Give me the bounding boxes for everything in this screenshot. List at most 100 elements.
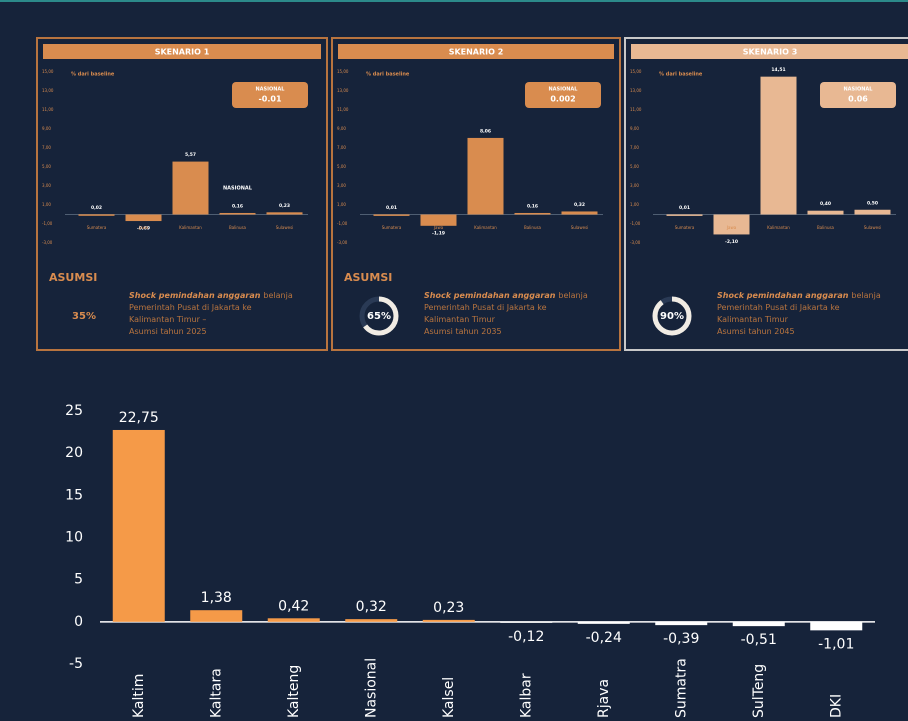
panel-header — [43, 44, 321, 59]
badge — [525, 82, 601, 108]
bar — [422, 619, 475, 622]
value-label: 0,16 — [232, 203, 243, 209]
y-tick-label: 5,00 — [337, 164, 346, 169]
panel-frame — [624, 37, 908, 351]
bar — [125, 214, 162, 222]
y-tick-label: 5 — [74, 572, 83, 588]
panel-title: SKENARIO 2 — [449, 48, 504, 57]
y-tick-label: 3,00 — [337, 183, 346, 188]
category-label: Balinusa — [817, 225, 835, 230]
bar — [732, 621, 785, 627]
badge-label: NASIONAL — [843, 87, 873, 93]
bar — [854, 209, 891, 215]
y-tick-label: 7,00 — [630, 145, 639, 150]
bar — [112, 429, 165, 622]
value-label: -0,69 — [137, 226, 150, 232]
note-line: Shock pemindahan anggaran belanja — [717, 290, 907, 302]
note-text: belanja — [851, 291, 881, 300]
note-line: Pemerintah Pusat di Jakarta ke — [717, 303, 840, 312]
y-tick-label: -3,00 — [630, 240, 641, 245]
y-axis-label: % dari baseline — [71, 72, 115, 78]
value-label: 0,32 — [356, 599, 387, 615]
y-tick-label: 3,00 — [630, 183, 639, 188]
y-tick-label: 10 — [65, 530, 83, 546]
scenario-note: Shock pemindahan anggaran belanja Pemerint… — [129, 290, 319, 338]
bar — [467, 137, 504, 215]
x-tick-label: DKI — [828, 694, 844, 718]
note-text: belanja — [558, 291, 588, 300]
x-tick-label: Sumatra — [673, 658, 689, 718]
x-tick-label: Rjava — [596, 679, 612, 718]
x-tick-label: Kaltara — [208, 668, 224, 718]
bar — [760, 76, 797, 215]
y-tick-label: 15,00 — [337, 69, 349, 74]
bar — [810, 621, 863, 631]
y-tick-label: 11,00 — [337, 107, 349, 112]
value-label: 0,16 — [527, 203, 538, 209]
note-text: belanja — [263, 291, 293, 300]
value-label: 0,50 — [867, 200, 878, 206]
gauge-arc — [652, 296, 692, 336]
bar — [655, 621, 708, 626]
assumption-heading: ASUMSI — [49, 271, 97, 284]
y-axis-label: % dari baseline — [366, 72, 410, 78]
category-label: Sumatera — [382, 225, 402, 230]
value-label: 0,42 — [278, 598, 309, 614]
category-label: Kalimantan — [767, 225, 790, 230]
y-tick-label: 13,00 — [630, 88, 642, 93]
x-tick-label: Kaltim — [131, 674, 147, 718]
value-label: 0,23 — [433, 600, 464, 616]
y-tick-label: 7,00 — [42, 145, 51, 150]
value-label: 8,06 — [480, 128, 491, 134]
y-tick-label: 7,00 — [337, 145, 346, 150]
assumption-value: 65% — [367, 311, 391, 322]
note-line: Shock pemindahan anggaran belanja — [129, 290, 319, 302]
category-label: Sumatera — [675, 225, 695, 230]
panel-title: SKENARIO 1 — [155, 48, 210, 57]
y-tick-label: -3,00 — [42, 240, 53, 245]
bar — [577, 621, 630, 624]
category-label: Balinusa — [524, 225, 542, 230]
note-line: Kalimantan Timur — [717, 315, 788, 324]
bar — [345, 619, 398, 622]
x-tick-label: Nasional — [363, 658, 379, 718]
bar — [514, 212, 551, 215]
note-line: Asumsi tahun 2045 — [717, 327, 795, 336]
value-label: 0,23 — [279, 203, 290, 209]
category-label: Sumatera — [87, 225, 107, 230]
assumption-heading: ASUMSI — [344, 271, 392, 284]
x-tick-label: SulTeng — [751, 664, 767, 718]
value-label: -1,19 — [432, 230, 445, 236]
value-label: -2,10 — [725, 239, 738, 245]
panel-frame — [36, 37, 328, 351]
value-label: 0,01 — [386, 205, 397, 211]
x-tick-label: Kalteng — [286, 665, 302, 718]
bar — [373, 214, 410, 216]
y-tick-label: 20 — [65, 445, 83, 461]
note-line: Kalimantan Timur – — [129, 315, 207, 324]
badge — [820, 82, 896, 108]
category-label: Jawa — [726, 225, 737, 230]
category-label: Sulawesi — [864, 225, 882, 230]
y-tick-label: 1,00 — [630, 202, 639, 207]
badge-value: 0.06 — [848, 95, 868, 104]
badge — [232, 82, 308, 108]
y-tick-label: 1,00 — [42, 202, 51, 207]
y-tick-label: 0 — [74, 614, 83, 630]
panel-header — [338, 44, 614, 59]
y-tick-label: 11,00 — [42, 107, 54, 112]
x-tick-label: Kalsel — [441, 677, 457, 718]
value-label: 5,57 — [185, 152, 196, 158]
bar — [172, 161, 209, 215]
y-tick-label: 3,00 — [42, 183, 51, 188]
category-label: Kalimantan — [179, 225, 202, 230]
annotation: NASIONAL — [223, 186, 253, 192]
y-tick-label: 13,00 — [337, 88, 349, 93]
y-tick-label: 13,00 — [42, 88, 54, 93]
note-emphasis: Shock pemindahan anggaran — [717, 291, 849, 300]
category-label: Balinusa — [229, 225, 247, 230]
bar — [78, 214, 115, 216]
value-label: -0,39 — [663, 631, 699, 647]
category-label: Jawa — [138, 225, 149, 230]
note-emphasis: Shock pemindahan anggaran — [129, 291, 261, 300]
